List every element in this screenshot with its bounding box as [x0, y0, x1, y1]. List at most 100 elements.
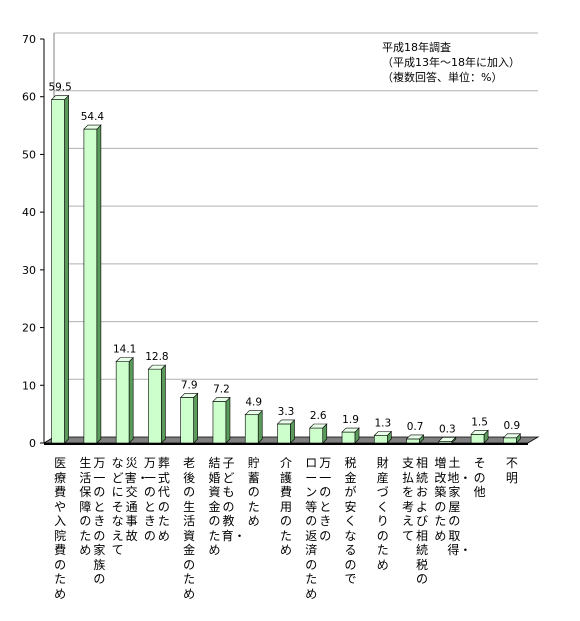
value-labels: 59.5 54.4 14.1 12.8 7.9 7.2 4.9 3.3 2.6 1.9 1.3 0.7…: [48, 82, 520, 436]
value-label: 3.3: [278, 406, 295, 418]
y-tick-labels: 0 10 20 30 40 50 60 70: [22, 33, 36, 450]
bar-top: [438, 436, 457, 442]
y-tick-label: 40: [22, 206, 36, 219]
bar-top: [83, 124, 102, 130]
category-label: 生活保障のため: [79, 456, 92, 557]
value-label: 0.9: [504, 420, 521, 432]
bar-top: [309, 423, 328, 429]
chart-note-survey: 平成18年調査: [382, 41, 451, 54]
bar-front: [373, 435, 388, 444]
category-label: 貯蓄のため: [247, 456, 260, 528]
category-label: 不明: [505, 456, 518, 485]
bar-front: [115, 361, 130, 444]
bar-side: [193, 392, 198, 444]
bar: [212, 396, 231, 444]
bar-side: [64, 94, 69, 444]
y-tick-label: 70: [22, 33, 36, 46]
category-label: などにそなえて: [111, 456, 124, 557]
bar-side: [128, 356, 134, 444]
category-label: 相続および相続税の: [416, 456, 429, 586]
axes: [40, 33, 540, 445]
y-tick-label: 60: [22, 91, 36, 104]
bar-top: [502, 433, 522, 439]
bar-side: [225, 396, 231, 444]
bar: [83, 124, 102, 444]
category-label: 介護費用のため: [279, 456, 292, 557]
y-tick-label: 10: [22, 379, 36, 392]
bar: [244, 409, 263, 444]
bar: [438, 436, 457, 444]
bar-top: [470, 430, 489, 435]
bar: [502, 433, 522, 444]
bar: [147, 364, 167, 444]
bar: [341, 427, 360, 444]
y-tick-label: 50: [22, 148, 36, 161]
bar-top: [244, 410, 263, 416]
bar-top: [276, 419, 296, 425]
bar-front: [341, 431, 356, 444]
bar-front: [148, 368, 162, 444]
bar-top: [115, 357, 134, 362]
bar-top: [212, 397, 231, 402]
category-label: 子どもの教育・: [221, 456, 246, 543]
category-label: 医療費や入院費のため: [54, 456, 67, 601]
category-label: 税金が安くなるので: [344, 456, 357, 586]
bar-top: [50, 95, 70, 100]
category-label: 災害・交通事故: [124, 456, 149, 543]
bar-front: [406, 438, 420, 444]
bar-top: [373, 431, 393, 436]
category-label: 結婚資金のため: [208, 456, 221, 557]
gridlines: [54, 32, 538, 380]
value-label: 4.9: [245, 397, 262, 409]
y-tick-label: 0: [29, 437, 36, 450]
category-label: 万一のときの: [319, 456, 332, 543]
chart-note-unit: （複数回答、単位：%）: [382, 71, 503, 84]
chart-note-period: （平成13年～18年に加入）: [382, 56, 520, 69]
bar: [405, 434, 425, 444]
bar: [373, 430, 393, 444]
value-label: 0.3: [439, 423, 456, 435]
value-label: 54.4: [81, 111, 105, 123]
y-tick-label: 30: [22, 264, 36, 277]
bar-top: [147, 364, 167, 370]
value-label: 2.6: [310, 410, 327, 422]
bar: [115, 356, 134, 444]
value-label: 7.9: [181, 379, 198, 391]
category-label: 葬式代のため: [157, 456, 170, 543]
value-label: 1.5: [471, 416, 488, 428]
category-label: 万一のときの: [143, 456, 156, 543]
value-label: 7.2: [213, 383, 230, 395]
value-label: 12.8: [145, 351, 168, 363]
bar-top: [179, 393, 199, 398]
bar-top: [405, 434, 425, 440]
bar: [309, 423, 328, 444]
category-label: 万一のときの家族の: [93, 456, 106, 586]
bar-front: [277, 423, 291, 444]
value-label: 14.1: [113, 344, 136, 356]
bar-front: [180, 397, 194, 444]
category-label: その他: [473, 456, 486, 499]
bar-front: [83, 128, 98, 444]
bar: [470, 429, 489, 444]
category-label: 土地・家屋の取得・: [447, 456, 472, 557]
x-axis-line: [44, 443, 528, 445]
bar: [276, 419, 296, 444]
bar: [179, 392, 199, 444]
value-label: 0.7: [407, 421, 424, 433]
bar-side: [96, 124, 102, 444]
bar-front: [503, 437, 517, 444]
bar: [50, 94, 70, 444]
bar-side: [161, 364, 166, 444]
category-label: 支払を考えて: [402, 456, 415, 543]
bars: [50, 94, 522, 444]
value-label: 59.5: [48, 82, 71, 94]
y-tick-label: 20: [22, 322, 36, 335]
bar-front: [244, 414, 259, 444]
category-label: 老後の生活資金のため: [183, 456, 196, 601]
category-label: 財産づくりのため: [376, 456, 389, 572]
value-label: 1.3: [374, 417, 391, 429]
bar-front: [309, 427, 324, 444]
category-label: 増改築のため: [434, 456, 447, 543]
bar-front: [470, 434, 485, 444]
